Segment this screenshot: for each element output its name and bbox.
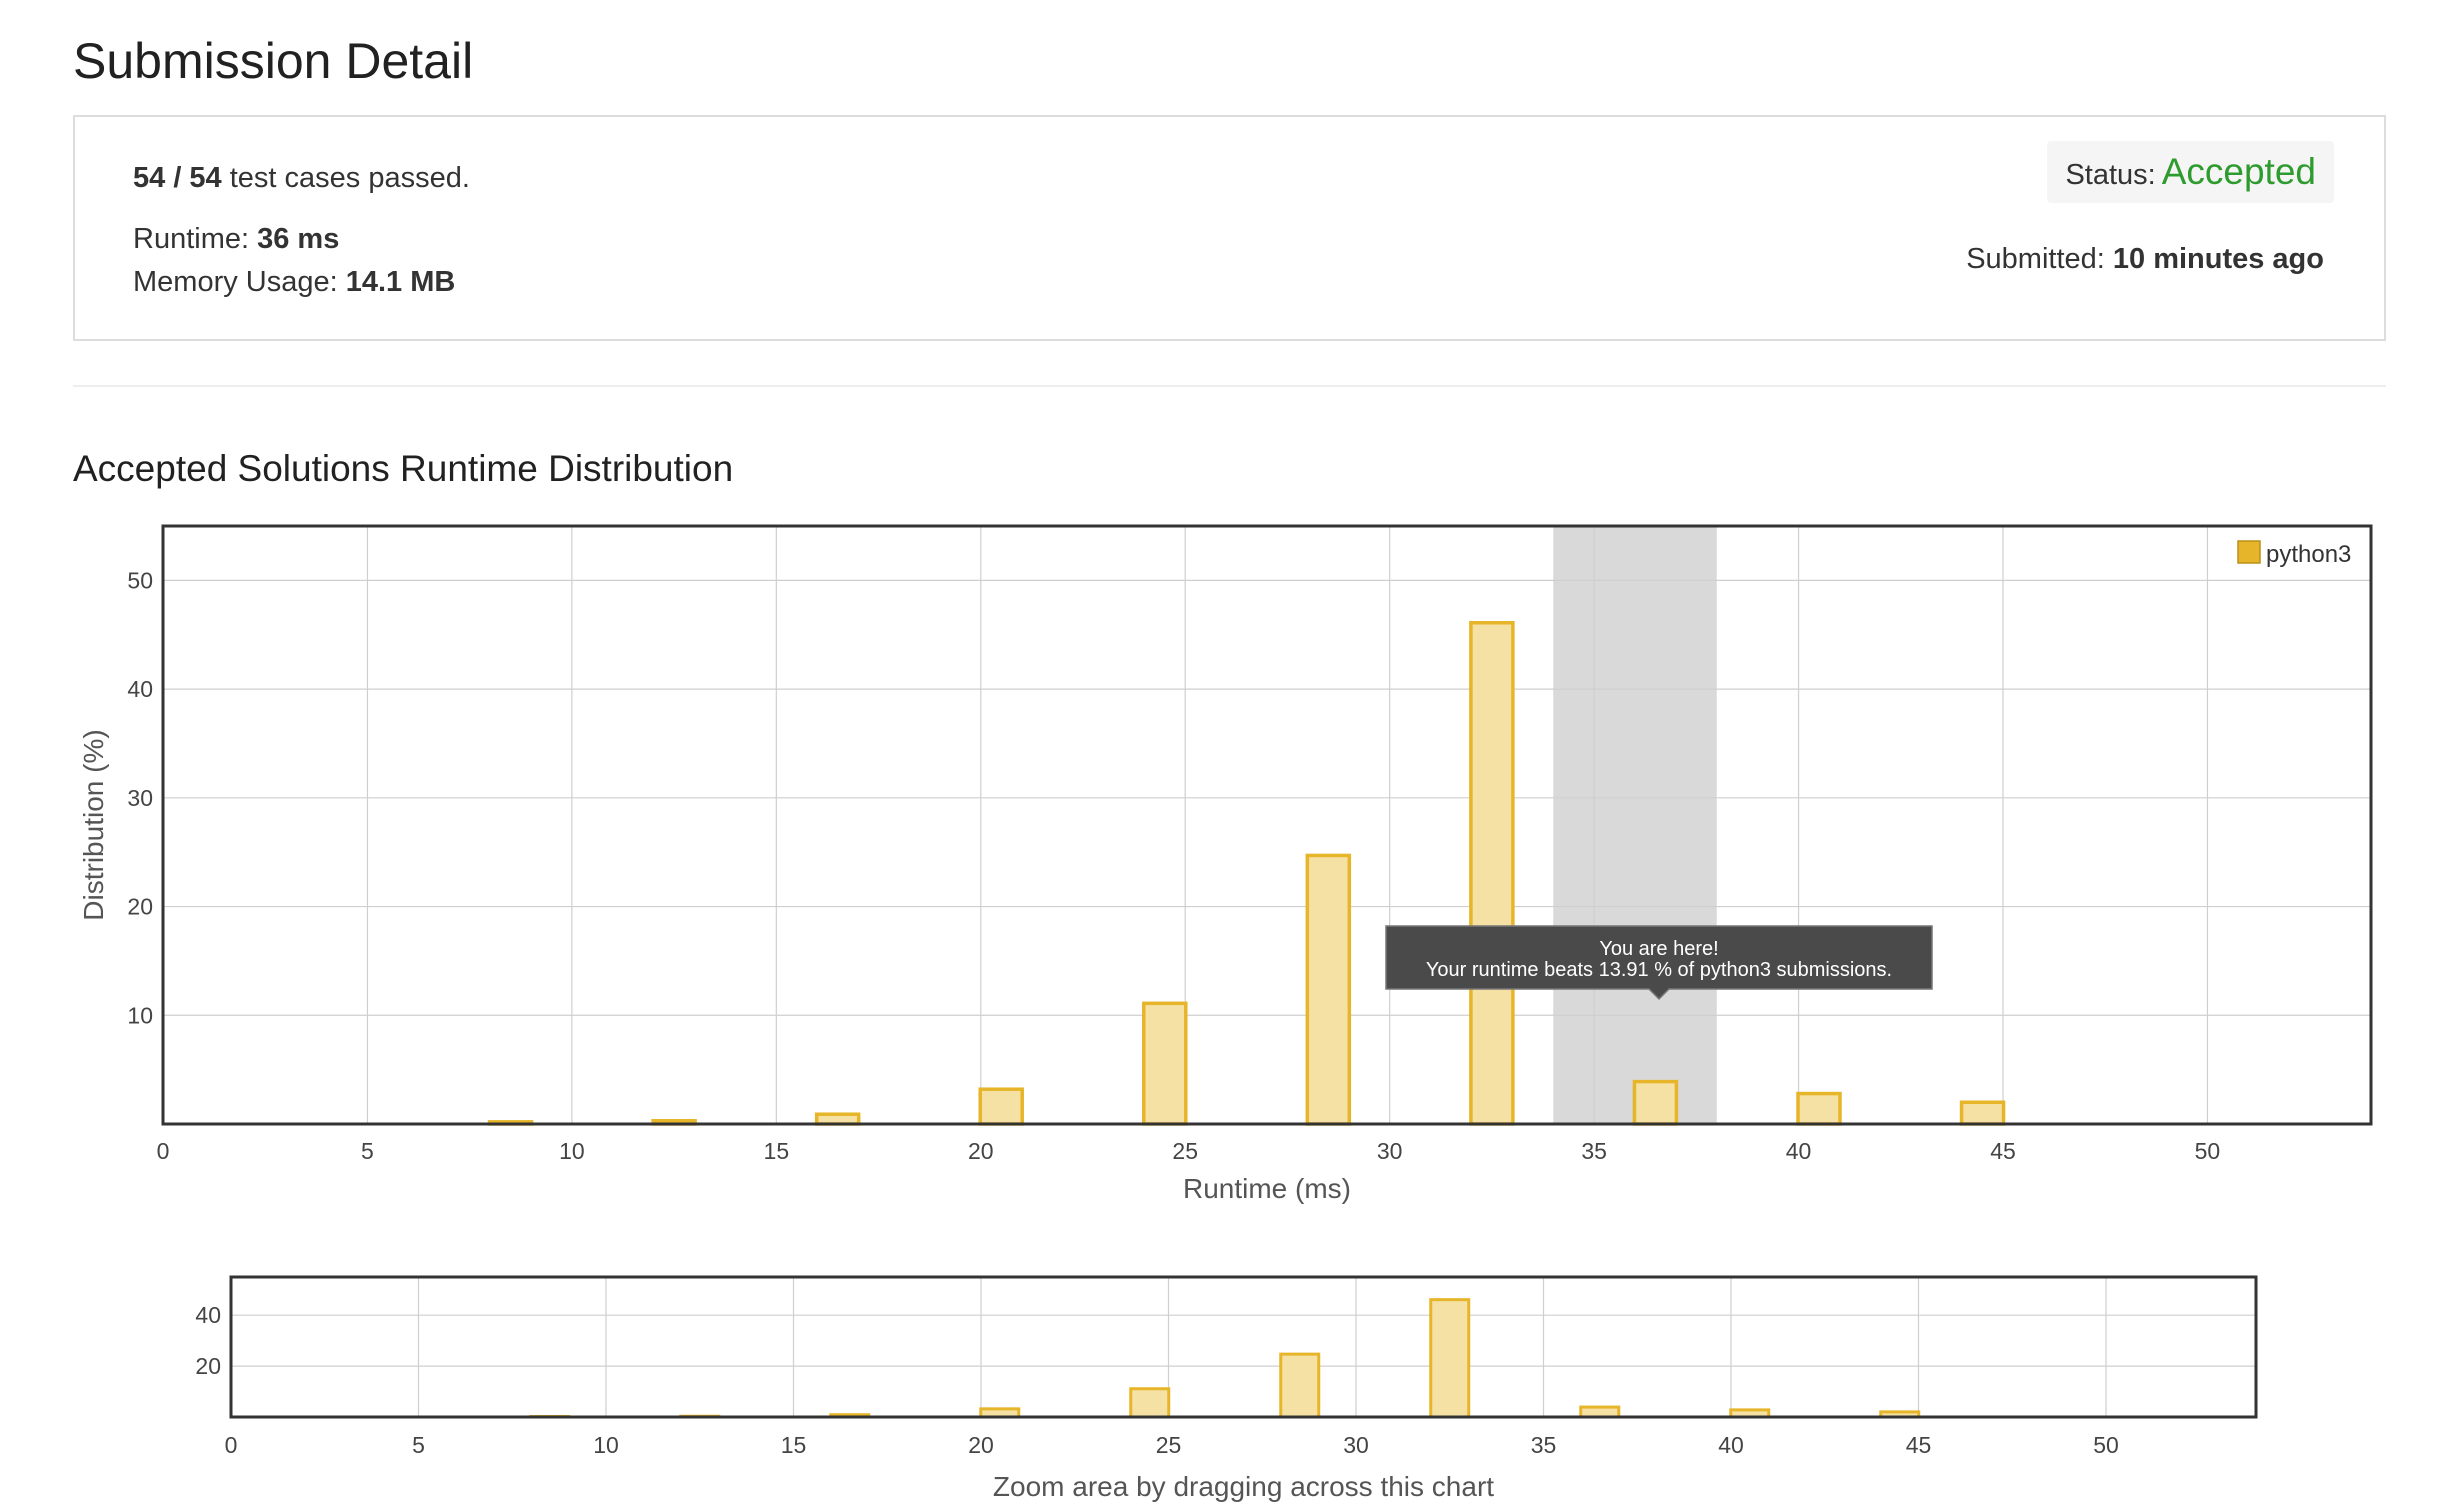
bar-python3 — [1959, 1100, 2006, 1126]
bar-python3 — [1129, 1387, 1171, 1419]
x-tick-label: 45 — [1990, 1138, 2016, 1164]
bar-python3 — [1429, 1298, 1471, 1419]
x-tick-label: 45 — [1906, 1432, 1932, 1458]
x-tick-label: 10 — [559, 1138, 585, 1164]
highlight-band — [1553, 526, 1717, 1124]
memory-info: Memory Usage: 14.1 MB — [133, 266, 455, 299]
submitted-label: Submitted: — [1966, 243, 2113, 275]
x-tick-label: 40 — [1718, 1432, 1744, 1458]
runtime-distribution-chart[interactable]: 0 5 10 15 20 25 30 35 40 45 50 10 20 30 40 50 Runtime (m… — [0, 500, 2450, 1240]
runtime-info: Runtime: 36 ms — [133, 223, 339, 256]
bar-python3 — [1279, 1352, 1321, 1419]
x-tick-label: 15 — [781, 1432, 807, 1458]
runtime-tooltip — [1385, 925, 1933, 1001]
bar-python3 — [1469, 621, 1515, 1126]
x-tick-label: 5 — [361, 1138, 374, 1164]
y-tick-label: 40 — [195, 1302, 221, 1328]
memory-value: 14.1 MB — [345, 266, 456, 298]
x-tick-label: 0 — [225, 1432, 238, 1458]
x-tick-label: 20 — [968, 1138, 994, 1164]
x-tick-label: 15 — [764, 1138, 790, 1164]
bar-python3 — [1142, 1001, 1188, 1126]
y-tick-label: 50 — [127, 567, 153, 593]
y-tick-label: 30 — [127, 785, 153, 811]
tooltip-line-2: Your runtime beats 13.91 % of python3 su… — [1426, 959, 1892, 981]
y-tick-label: 20 — [195, 1353, 221, 1379]
x-axis-label: Runtime (ms) — [1183, 1173, 1351, 1204]
x-tick-label: 30 — [1343, 1432, 1369, 1458]
x-tick-label: 40 — [1786, 1138, 1812, 1164]
plot-frame — [161, 524, 2373, 1126]
status-badge: Status: Accepted — [2047, 141, 2334, 203]
x-tick-label: 35 — [1581, 1138, 1607, 1164]
x-axis-label: Zoom area by dragging across this chart — [993, 1471, 1494, 1502]
status-value: Accepted — [2161, 151, 2316, 192]
cases-passed-suffix: test cases passed. — [221, 162, 470, 194]
x-tick-label: 5 — [412, 1432, 425, 1458]
bar-python3 — [1305, 853, 1352, 1126]
x-tick-label: 20 — [968, 1432, 994, 1458]
section-title: Accepted Solutions Runtime Distribution — [73, 448, 734, 489]
runtime-value: 36 ms — [257, 223, 340, 255]
bar-python3 — [1632, 1079, 1679, 1126]
runtime-label: Runtime: — [133, 223, 258, 255]
x-tick-label: 0 — [157, 1138, 170, 1164]
test-cases-summary: 54 / 54 test cases passed. — [133, 162, 470, 195]
x-tick-label: 25 — [1172, 1138, 1198, 1164]
bar-python3 — [1796, 1091, 1842, 1126]
section-divider — [73, 385, 2386, 387]
x-tick-label: 25 — [1156, 1432, 1182, 1458]
x-tick-label: 50 — [2093, 1432, 2119, 1458]
zoom-navigator-chart[interactable]: 0 5 10 15 20 25 30 35 40 45 50 20 40 Zoom area by dra… — [0, 1240, 2450, 1510]
y-axis-label: Distribution (%) — [78, 729, 109, 920]
submission-summary-panel: 54 / 54 test cases passed. Runtime: 36 m… — [73, 115, 2386, 341]
status-label: Status: — [2065, 159, 2156, 191]
y-tick-label: 20 — [127, 894, 153, 920]
x-tick-label: 10 — [593, 1432, 619, 1458]
submitted-value: 10 minutes ago — [2112, 243, 2324, 275]
y-tick-label: 40 — [127, 676, 153, 702]
tooltip-line-1: You are here! — [1599, 938, 1718, 960]
x-tick-label: 30 — [1377, 1138, 1403, 1164]
memory-label: Memory Usage: — [133, 266, 346, 298]
x-tick-label: 35 — [1531, 1432, 1557, 1458]
plot-frame — [229, 1275, 2258, 1419]
cases-passed-count: 54 / 54 — [133, 162, 222, 194]
page-title: Submission Detail — [73, 33, 474, 89]
y-tick-label: 10 — [127, 1002, 153, 1028]
legend-swatch — [2237, 540, 2261, 564]
x-tick-label: 50 — [2195, 1138, 2221, 1164]
bar-python3 — [978, 1087, 1024, 1126]
submitted-info: Submitted: 10 minutes ago — [1966, 243, 2324, 276]
legend-label: python3 — [2266, 541, 2351, 568]
